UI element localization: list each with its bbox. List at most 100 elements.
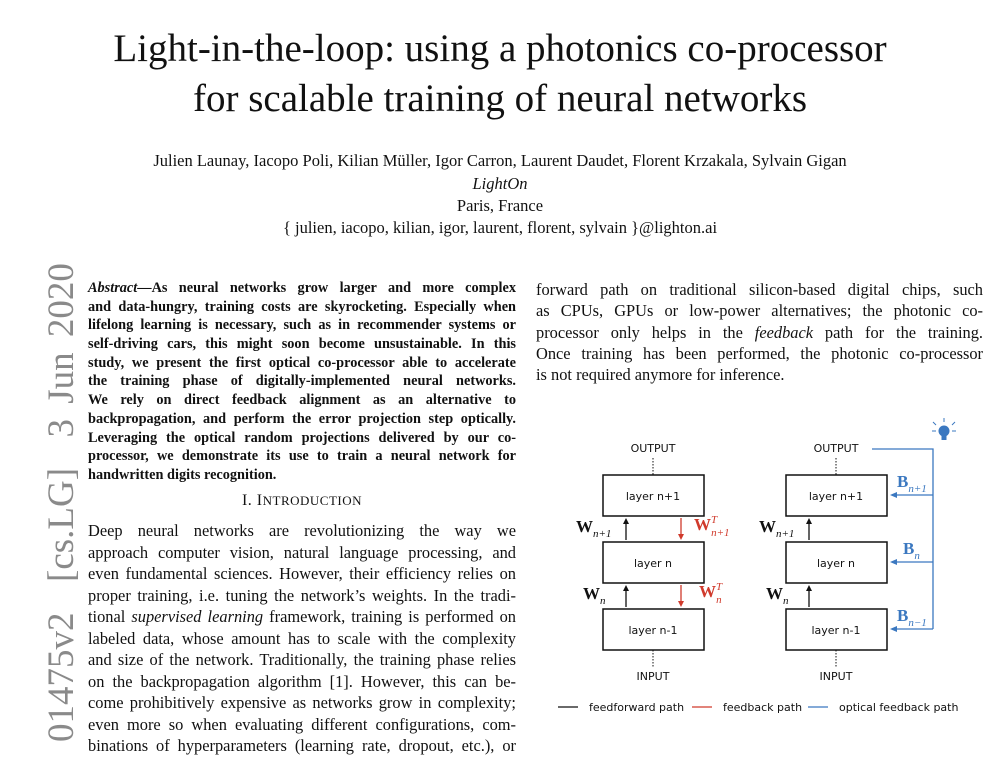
text-segment: is not required anymore for inference. <box>536 365 785 385</box>
text-line: and data-hungry, training costs are skyr… <box>88 298 516 317</box>
location: Paris, France <box>456 196 544 215</box>
arrow-head-icon <box>623 585 629 591</box>
transpose-weight-label-n: WT n <box>699 581 723 606</box>
text-line: on the backpropagation algorithm [1]. Ho… <box>88 671 516 693</box>
layer-box <box>602 474 705 517</box>
text-segment: labeled data, whose amount has to scale … <box>88 628 516 648</box>
layer-label: layer n <box>634 557 672 570</box>
text-line: is not required anymore for inference. <box>536 364 983 385</box>
text-line: self-driving cars, this might soon becom… <box>88 335 516 354</box>
light-ray <box>932 421 937 426</box>
section-heading-introduction: I. INTRODUCTION <box>88 492 516 510</box>
projection-label-n-plus-1: Bn+1 <box>897 472 927 495</box>
text-line: backpropagation, and perform the error p… <box>88 410 516 429</box>
light-bulb-base <box>941 435 947 440</box>
text-segment: Leveraging the optical random projection… <box>88 429 516 446</box>
text-line: processor, we demonstrate its use to tra… <box>88 447 516 466</box>
text-line: Deep neural networks are revolutionizing… <box>88 520 516 542</box>
text-line: as CPUs, GPUs or low-power alternatives;… <box>536 300 983 321</box>
text-segment: handwritten digits recognition. <box>88 466 277 483</box>
text-segment: proper training, i.e. tuning the network… <box>88 585 516 605</box>
text-line: Abstract—As neural networks grow larger … <box>88 279 516 298</box>
weight-label-n: Wn <box>583 584 606 607</box>
abstract: Abstract—As neural networks grow larger … <box>88 279 516 485</box>
text-line: lifelong learning is necessary, such as … <box>88 316 516 335</box>
text-segment: path for the training. <box>813 322 983 342</box>
text-segment: processor, we demonstrate its use to tra… <box>88 448 516 465</box>
light-bulb-icon <box>938 425 950 437</box>
text-segment: —As neural networks grow larger and more… <box>137 280 516 296</box>
light-ray <box>951 421 956 426</box>
text-segment: even fundamental sciences. However, thei… <box>88 564 516 583</box>
weight-label-n-plus-1: Wn+1 <box>576 517 611 540</box>
text-line: proper training, i.e. tuning the network… <box>88 585 516 607</box>
text-line: study, we present the first optical co-p… <box>88 354 516 373</box>
text-segment: self-driving cars, this might soon becom… <box>88 336 516 353</box>
arrow-head-icon <box>890 626 897 632</box>
text-line: handwritten digits recognition. <box>88 466 516 485</box>
legend-label: feedback path <box>723 701 802 714</box>
layer-label: layer n+1 <box>626 490 680 503</box>
text-segment: on the backpropagation algorithm [1]. Ho… <box>88 671 516 691</box>
text-segment: the training phase of digitally-implemen… <box>88 373 516 390</box>
text-segment: backpropagation, and perform the error p… <box>88 410 516 427</box>
text-line: forward path on traditional silicon-base… <box>536 279 983 300</box>
projection-label-n: Bn <box>903 539 920 562</box>
right-column-text: forward path on traditional silicon-base… <box>536 279 983 385</box>
layer-label: layer n <box>817 557 855 570</box>
layer-box <box>602 608 705 651</box>
text-line: the training phase of digitally-implemen… <box>88 372 516 391</box>
layer-box <box>602 541 705 584</box>
text-line: come prohibitively expensive as networks… <box>88 692 516 714</box>
input-label: INPUT <box>637 670 670 683</box>
text-segment: approach computer vision, natural langua… <box>88 542 516 562</box>
text-line: Once training has been performed, the ph… <box>536 343 983 364</box>
authors: Julien Launay, Iacopo Poli, Kilian Mülle… <box>153 151 847 170</box>
text-segment: tional <box>88 607 132 626</box>
legend-label: feedforward path <box>589 701 684 714</box>
weight-label-n-plus-1: Wn+1 <box>759 517 794 540</box>
affiliation: LightOn <box>472 174 528 193</box>
text-segment: lifelong learning is necessary, such as … <box>88 317 516 334</box>
arrow-head-icon <box>806 585 812 591</box>
italic-text: Abstract <box>88 280 138 296</box>
text-segment: forward path on traditional silicon-base… <box>536 280 983 299</box>
italic-text: supervised learning <box>131 607 264 626</box>
text-segment: as CPUs, GPUs or low-power alternatives;… <box>536 301 983 321</box>
text-line: We rely on direct feedback alignment as … <box>88 391 516 410</box>
text-line: even more so when evaluating different c… <box>88 714 516 736</box>
text-line: tional supervised learning framework, tr… <box>88 606 516 628</box>
arrow-head-icon <box>890 559 897 565</box>
text-line: processor only helps in the feedback pat… <box>536 322 983 343</box>
section-number: I. <box>241 492 257 509</box>
text-segment: processor only helps in the <box>536 322 755 342</box>
text-line: labeled data, whose amount has to scale … <box>88 628 516 650</box>
section-title-rest: NTRODUCTION <box>262 493 363 508</box>
text-segment: even more so when evaluating different c… <box>88 714 516 734</box>
input-label: INPUT <box>820 670 853 683</box>
layer-label: layer n-1 <box>628 624 677 637</box>
layer-label: layer n+1 <box>809 490 863 503</box>
output-label: OUTPUT <box>814 442 859 455</box>
text-line: Leveraging the optical random projection… <box>88 429 516 448</box>
layer-box <box>785 474 888 517</box>
italic-text: feedback <box>754 322 814 342</box>
text-segment: framework, training is performed on <box>263 607 516 626</box>
text-line: approach computer vision, natural langua… <box>88 542 516 564</box>
projection-label-n-minus-1: Bn−1 <box>897 606 927 629</box>
legend-label: optical feedback path <box>839 701 958 714</box>
arrow-head-icon <box>678 534 684 540</box>
output-label: OUTPUT <box>631 442 676 455</box>
paper-title-line-2: for scalable training of neural networks <box>192 77 808 120</box>
layer-box <box>785 541 888 584</box>
arrow-head-icon <box>678 601 684 607</box>
paper-title-line-1: Light-in-the-loop: using a photonics co-… <box>113 27 887 70</box>
text-segment: Once training has been performed, the ph… <box>536 343 983 363</box>
transpose-weight-label-n-plus-1: WT n+1 <box>694 514 730 539</box>
arrow-head-icon <box>623 518 629 524</box>
text-segment: We rely on direct feedback alignment as … <box>88 392 516 409</box>
arrow-head-icon <box>890 492 897 498</box>
text-segment: and size of the network. Traditionally, … <box>88 650 516 669</box>
arrow-head-icon <box>806 518 812 524</box>
